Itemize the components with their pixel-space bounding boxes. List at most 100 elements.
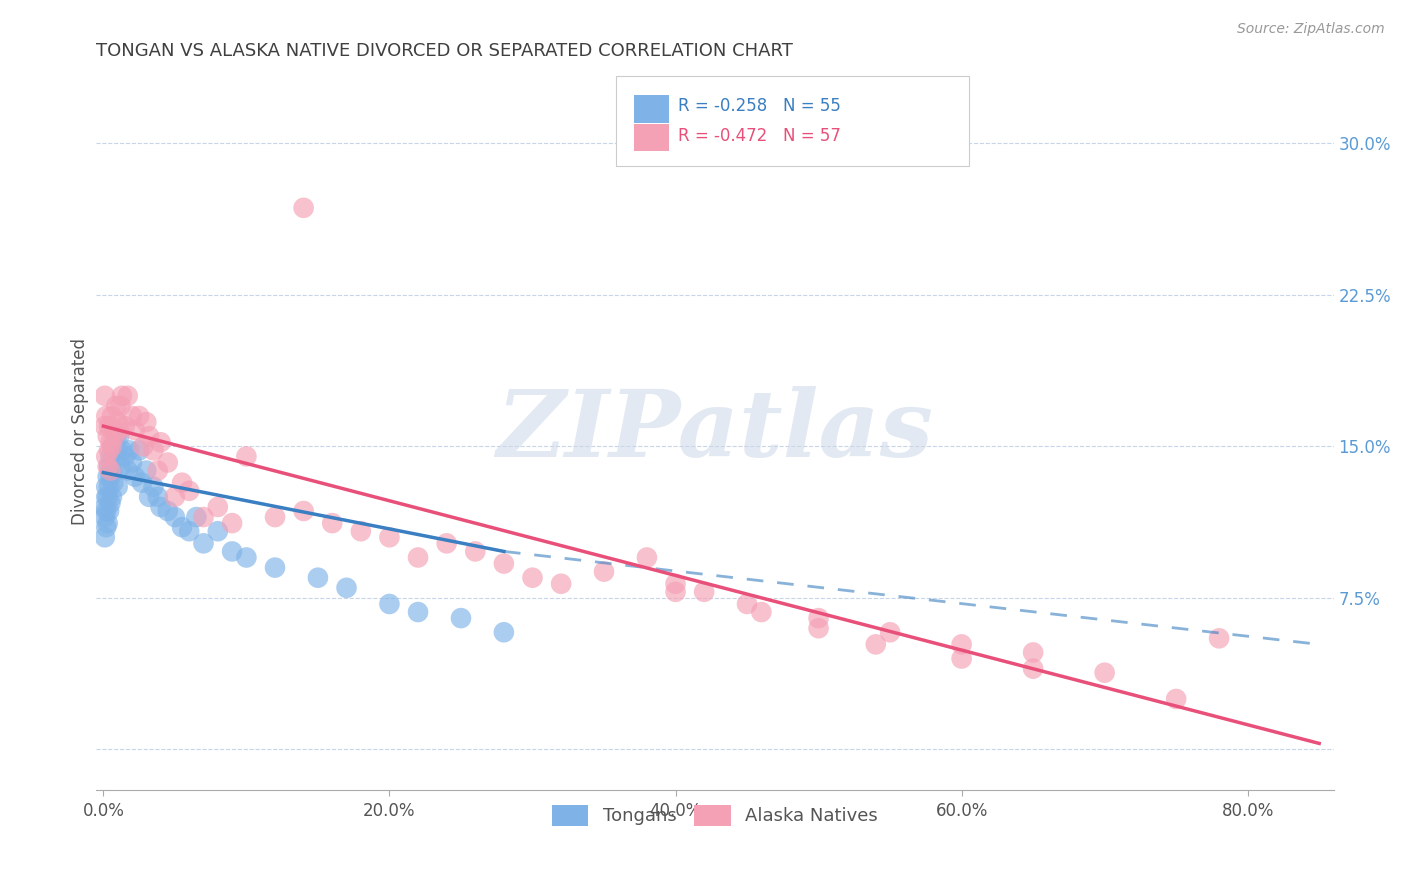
Point <box>593 565 616 579</box>
Text: Source: ZipAtlas.com: Source: ZipAtlas.com <box>1237 22 1385 37</box>
Point <box>492 557 515 571</box>
Point <box>807 621 830 635</box>
Point <box>378 597 401 611</box>
Point <box>1094 665 1116 680</box>
Point <box>111 389 134 403</box>
Point <box>264 560 287 574</box>
Point <box>179 483 201 498</box>
Point <box>96 504 118 518</box>
Point <box>378 530 401 544</box>
Text: R = -0.472   N = 57: R = -0.472 N = 57 <box>678 127 841 145</box>
Point <box>121 409 143 423</box>
Point <box>807 611 830 625</box>
Point <box>100 450 122 464</box>
Point <box>111 443 134 458</box>
Point <box>735 597 758 611</box>
Point <box>865 637 887 651</box>
Point <box>96 450 118 464</box>
Point <box>179 524 201 539</box>
Point <box>100 496 122 510</box>
FancyBboxPatch shape <box>634 95 669 123</box>
Point <box>124 469 146 483</box>
Point <box>235 450 257 464</box>
Point <box>149 435 172 450</box>
Point <box>138 490 160 504</box>
Point <box>193 536 215 550</box>
Point <box>406 605 429 619</box>
Point <box>105 429 128 443</box>
Point <box>751 605 773 619</box>
Point <box>105 399 128 413</box>
Point <box>221 544 243 558</box>
Point <box>101 490 124 504</box>
Point <box>693 585 716 599</box>
Point <box>98 459 121 474</box>
Point <box>98 480 121 494</box>
Point <box>1208 632 1230 646</box>
Point <box>321 516 343 530</box>
Point <box>114 450 136 464</box>
Point <box>100 464 122 478</box>
Point <box>1166 692 1188 706</box>
Point <box>98 443 121 458</box>
Point <box>124 423 146 437</box>
Point <box>97 469 120 483</box>
Point <box>142 443 165 458</box>
Point <box>121 455 143 469</box>
Point <box>207 524 229 539</box>
Point <box>221 516 243 530</box>
Point <box>436 536 458 550</box>
Point <box>131 475 153 490</box>
Point <box>879 625 901 640</box>
Point <box>156 504 179 518</box>
Point <box>450 611 472 625</box>
Point <box>464 544 486 558</box>
Point <box>104 429 127 443</box>
Point <box>103 475 125 490</box>
Point <box>96 520 118 534</box>
Point <box>94 510 117 524</box>
Point <box>104 450 127 464</box>
Point <box>98 504 121 518</box>
Point <box>149 500 172 514</box>
Point <box>97 429 120 443</box>
Point <box>135 415 157 429</box>
Point <box>146 490 169 504</box>
Point <box>100 435 122 450</box>
Point <box>101 409 124 423</box>
Point <box>170 475 193 490</box>
Point <box>108 429 131 443</box>
Point <box>335 581 357 595</box>
Point <box>94 419 117 434</box>
Point <box>117 464 139 478</box>
Point <box>128 443 150 458</box>
Point <box>350 524 373 539</box>
Point <box>97 459 120 474</box>
Point <box>292 201 315 215</box>
Point <box>142 480 165 494</box>
Point <box>114 419 136 434</box>
Point <box>117 389 139 403</box>
Point <box>97 490 120 504</box>
Point <box>307 571 329 585</box>
Point <box>163 510 186 524</box>
Point <box>103 423 125 437</box>
Point <box>110 459 132 474</box>
Point <box>118 443 141 458</box>
Text: TONGAN VS ALASKA NATIVE DIVORCED OR SEPARATED CORRELATION CHART: TONGAN VS ALASKA NATIVE DIVORCED OR SEPA… <box>96 42 793 60</box>
Point <box>636 550 658 565</box>
Point <box>96 480 118 494</box>
Point <box>292 504 315 518</box>
Point <box>94 389 117 403</box>
Point <box>235 550 257 565</box>
Point <box>170 520 193 534</box>
Point <box>550 576 572 591</box>
Point <box>107 415 129 429</box>
Point <box>107 480 129 494</box>
Point <box>664 585 686 599</box>
Point <box>107 443 129 458</box>
Legend: Tongans, Alaska Natives: Tongans, Alaska Natives <box>543 796 887 835</box>
Point <box>100 469 122 483</box>
FancyBboxPatch shape <box>616 76 969 166</box>
Point <box>96 409 118 423</box>
